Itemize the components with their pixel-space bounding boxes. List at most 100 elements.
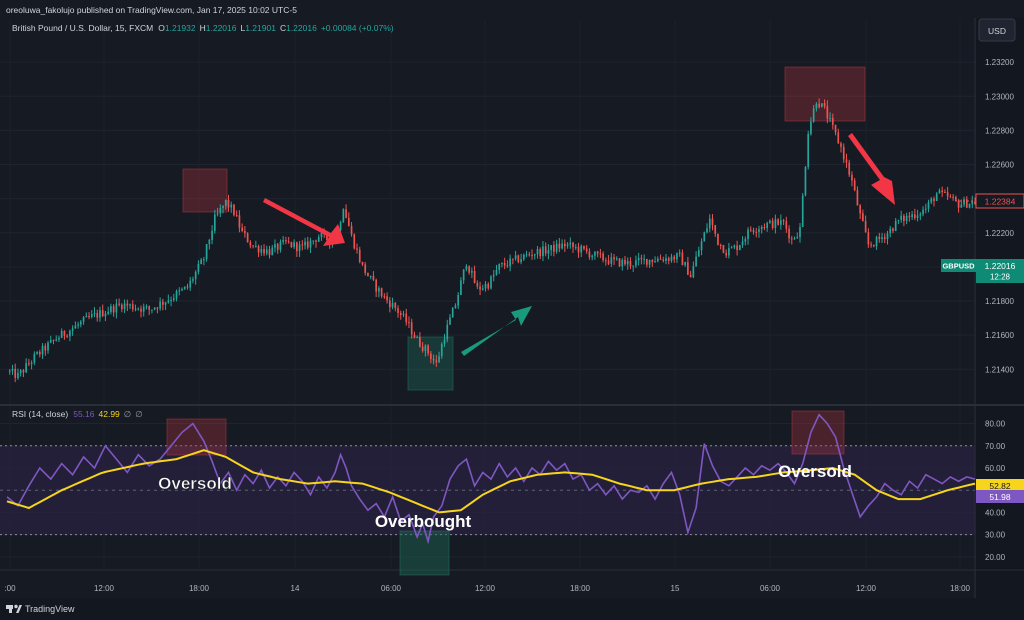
rsi-ma-tag — [976, 479, 1024, 492]
time-tick-label: 18:00 — [189, 584, 210, 593]
candle-body — [829, 118, 831, 120]
candle-body — [317, 237, 320, 242]
candle-body — [777, 219, 779, 225]
candle-body — [134, 308, 137, 310]
candle-body — [741, 241, 744, 246]
candle-body — [481, 288, 484, 290]
candle-body — [848, 162, 851, 175]
currency-button[interactable] — [978, 18, 1016, 42]
candle-body — [104, 313, 107, 317]
time-tick-label: 12:00 — [475, 584, 496, 593]
candle-body — [293, 242, 295, 247]
candle-body — [602, 253, 604, 261]
candle-body — [498, 263, 501, 270]
candle-body — [763, 226, 766, 228]
candle-body — [60, 330, 63, 338]
candle-body — [197, 264, 200, 273]
candle-body — [339, 222, 342, 231]
candle-body — [347, 217, 350, 227]
annotation-overbought: Overbought — [375, 512, 472, 531]
time-tick-label: 18:00 — [950, 584, 971, 593]
candle-body — [11, 368, 14, 371]
symbol-description[interactable]: British Pound / U.S. Dollar, 15, FXCM O1.… — [12, 23, 394, 33]
rsi-tag-label: 51.98 — [989, 492, 1011, 502]
candle-body — [525, 254, 528, 256]
candle-body — [140, 308, 142, 312]
candle-body — [110, 306, 112, 312]
candle-body — [703, 232, 706, 242]
candle-body — [298, 244, 301, 252]
candle-body — [194, 272, 197, 280]
candle-body — [19, 370, 22, 374]
candle-body — [151, 309, 153, 311]
candle-body — [963, 199, 965, 205]
candle-body — [290, 241, 293, 247]
candle-body — [383, 296, 386, 298]
candle-body — [881, 237, 883, 239]
candle-body — [566, 244, 569, 247]
candle-body — [957, 200, 960, 208]
time-tick-label: 12:00 — [94, 584, 115, 593]
candle-body — [659, 258, 662, 260]
highlight-box-top-1 — [182, 168, 228, 213]
highlight-box-top-2 — [784, 66, 866, 122]
candle-body — [101, 310, 104, 317]
price-tick-label: 1.23200 — [985, 58, 1014, 67]
candle-body — [692, 266, 695, 278]
candle-body — [369, 275, 372, 277]
candle-body — [28, 363, 30, 365]
candle-body — [667, 258, 670, 261]
candle-body — [399, 313, 402, 315]
candle-body — [955, 197, 957, 201]
arrow-green — [461, 306, 532, 356]
candle-body — [457, 295, 460, 306]
candle-body — [233, 204, 235, 216]
candle-body — [864, 221, 867, 233]
branding-label: TradingView — [25, 604, 75, 614]
symbol-tag-box — [941, 259, 976, 272]
candle-body — [687, 262, 689, 275]
candle-body — [99, 310, 101, 318]
rsi-extra-1: ∅ — [124, 409, 132, 419]
candle-body — [79, 321, 82, 325]
candle-body — [892, 228, 894, 232]
candle-body — [126, 303, 129, 306]
candle-body — [651, 259, 654, 263]
candle-body — [837, 132, 840, 144]
rsi-line[interactable] — [6, 413, 976, 545]
rsi-value: 55.16 — [73, 409, 95, 419]
candle-body — [618, 258, 621, 267]
tradingview-logo[interactable]: TradingView — [6, 604, 75, 614]
rsi-ma-line[interactable] — [6, 449, 976, 514]
rsi-tick-label: 30.00 — [985, 531, 1006, 540]
candle-body — [211, 230, 213, 240]
candle-body — [440, 343, 443, 357]
candle-body — [626, 261, 629, 265]
candle-body — [107, 311, 110, 314]
candle-body — [870, 244, 872, 246]
candle-body — [203, 259, 205, 261]
candle-body — [306, 241, 309, 248]
candle-body — [719, 244, 722, 246]
candle-body — [927, 202, 930, 209]
candle-body — [894, 220, 897, 232]
candle-body — [208, 239, 211, 245]
candle-body — [613, 257, 615, 260]
candle-body — [588, 251, 591, 258]
candlestick-series[interactable] — [8, 98, 976, 383]
rsi-legend[interactable]: RSI (14, close) 55.16 42.99 ∅ ∅ — [12, 409, 143, 419]
candle-body — [8, 370, 11, 372]
candle-body — [446, 324, 449, 340]
candle-body — [903, 215, 905, 222]
price-tick-label: 1.22600 — [985, 161, 1014, 170]
rsi-tick-label: 70.00 — [985, 442, 1006, 451]
rsi-ma-tag-label: 52.82 — [989, 481, 1011, 491]
candle-body — [413, 334, 416, 338]
candle-body — [935, 193, 938, 202]
price-tick-label: 1.21400 — [985, 365, 1014, 374]
candle-body — [594, 251, 596, 256]
candle-body — [241, 227, 244, 231]
candle-body — [408, 322, 410, 324]
